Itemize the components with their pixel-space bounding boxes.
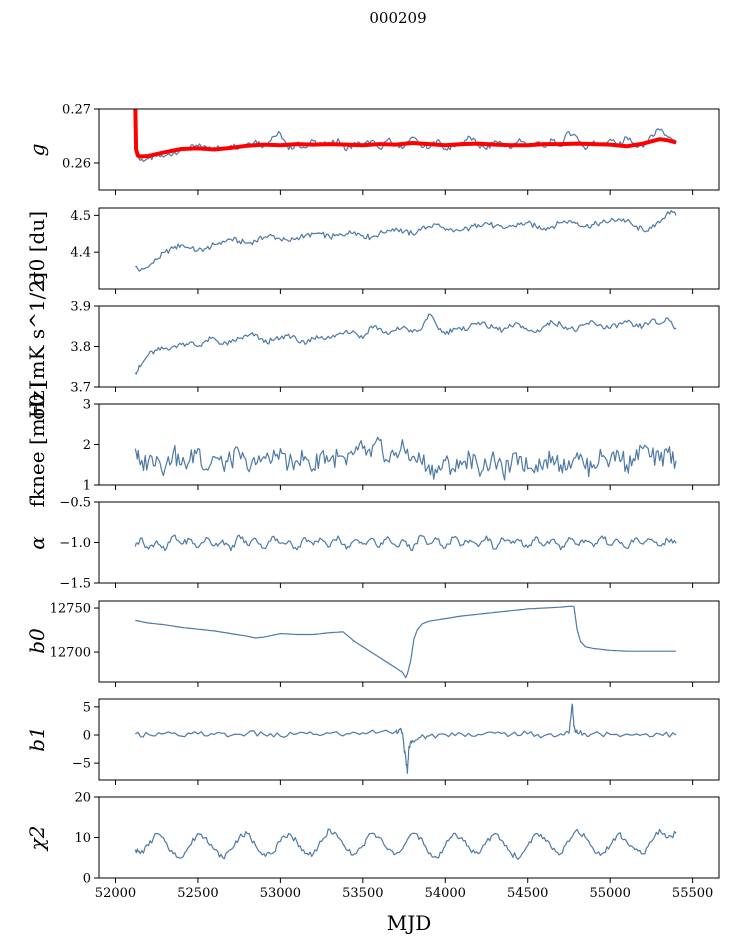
y-tick-label-4-1: −1.0 (59, 536, 91, 551)
y-tick-label-7-1: 10 (74, 831, 91, 846)
panel-6: −5 0 5 (72, 698, 720, 785)
x-tick-label-2: 53000 (260, 886, 301, 901)
ylabel-b1: b1 (25, 726, 49, 752)
x-tick-label-3: 53500 (342, 886, 383, 901)
panel-0: 0.26 0.27 (62, 103, 720, 195)
ylabel-sigma0-mk: σ0 [mK s^1/2] (25, 272, 49, 420)
ylabel-sigma0-du-text: σ0 [du] (25, 211, 49, 285)
panel-4: −1.5 −1.0 −0.5 (59, 496, 720, 592)
axes-frame-0 (98, 108, 720, 191)
y-tick-label-6-1: 0 (83, 729, 91, 744)
y-tick-label-7-0: 0 (83, 872, 91, 887)
series-line-2-0 (134, 313, 677, 375)
ylabel-g: g (25, 144, 49, 157)
axes-frame-6 (98, 698, 720, 781)
panel-2: 3.7 3.8 3.9 (70, 300, 720, 396)
x-tick-label-7: 55500 (672, 886, 713, 901)
ylabel-chi2-text: χ2 (25, 826, 49, 853)
series-line-6-0 (134, 703, 677, 774)
series-line-1-0 (134, 210, 677, 272)
series-line-3-0 (134, 436, 677, 481)
panel-5: 12700 12750 (50, 600, 720, 687)
y-tick-label-5-1: 12750 (50, 602, 91, 617)
series-line-7-0 (134, 828, 677, 860)
y-tick-label-4-0: −1.5 (59, 577, 91, 592)
series-line-0-1 (133, 109, 677, 159)
y-tick-label-2-0: 3.7 (70, 381, 91, 396)
x-tick-label-4: 54000 (425, 886, 466, 901)
y-tick-label-1-0: 4.4 (70, 246, 91, 261)
ylabel-g-text: g (25, 144, 49, 157)
panel-7: 0 10 20 52000 52500 53000 53500 54000 54500 55000… (74, 791, 720, 901)
series-line-5-0 (135, 605, 677, 679)
panel-1: 4.4 4.5 (70, 207, 720, 294)
y-tick-label-6-0: −5 (72, 757, 91, 772)
x-tick-label-0: 52000 (95, 886, 136, 901)
x-tick-label-5: 54500 (507, 886, 548, 901)
y-tick-label-3-1: 2 (83, 438, 91, 453)
x-tick-label-1: 52500 (177, 886, 218, 901)
y-tick-label-4-2: −0.5 (59, 496, 91, 511)
ylabel-b0: b0 (25, 628, 49, 654)
y-tick-label-0-0: 0.26 (62, 157, 91, 172)
ylabel-alpha: α (25, 536, 49, 550)
axes-frame-2 (98, 305, 720, 388)
x-tick-label-6: 55000 (589, 886, 630, 901)
y-tick-label-3-0: 1 (83, 479, 91, 494)
ylabel-b1-text: b1 (25, 726, 49, 752)
figure-title: 000209 (369, 9, 426, 27)
y-tick-label-3-2: 3 (83, 398, 91, 413)
axes-frame-5 (98, 600, 720, 683)
series-line-4-0 (134, 534, 677, 552)
y-tick-label-2-1: 3.8 (70, 340, 91, 355)
ylabel-b0-text: b0 (25, 628, 49, 654)
y-tick-label-6-2: 5 (83, 700, 91, 715)
ylabel-chi2: χ2 (25, 826, 49, 853)
x-axis-label: MJD (387, 911, 432, 935)
panels: 0.26 0.27 4.4 4.5 3.7 3.8 3.9 1 2 3 −1.5 −1.0 −0.5 12… (50, 103, 720, 901)
axes-frame-1 (98, 207, 720, 290)
ylabel-fknee-text: fknee [mHz] (25, 383, 49, 508)
y-tick-label-0-1: 0.27 (62, 103, 91, 118)
ylabel-sigma0-mk-text: σ0 [mK s^1/2] (25, 272, 49, 420)
ylabel-fknee: fknee [mHz] (25, 383, 49, 508)
y-tick-label-2-2: 3.9 (70, 300, 91, 315)
ylabel-alpha-text: α (25, 536, 49, 550)
ylabel-sigma0-du: σ0 [du] (25, 211, 49, 285)
y-tick-label-1-1: 4.5 (70, 209, 91, 224)
panel-3: 1 2 3 (83, 398, 720, 494)
y-tick-label-5-0: 12700 (50, 646, 91, 661)
axes-frame-3 (98, 403, 720, 486)
y-tick-label-7-2: 20 (74, 791, 91, 806)
